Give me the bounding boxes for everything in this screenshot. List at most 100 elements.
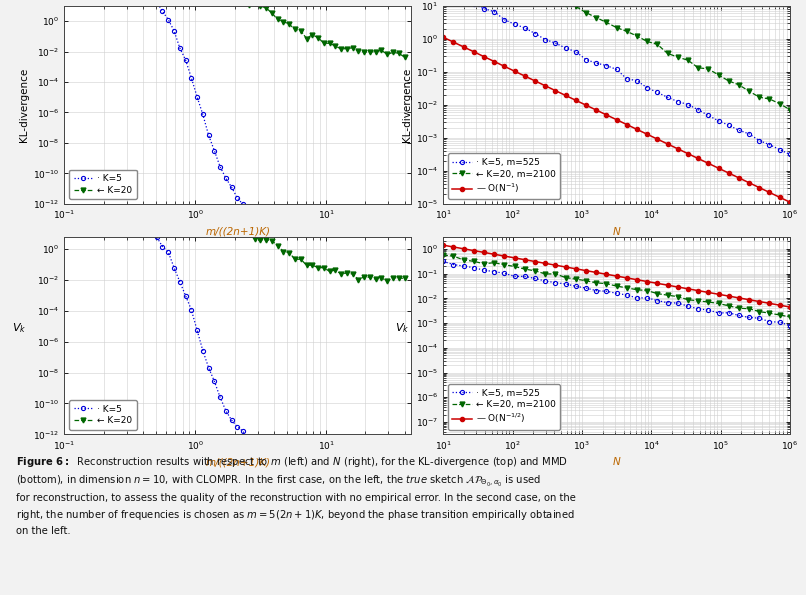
← K=20, m=2100 (510, 263, 520, 270)
· K=5, m=525 (520, 24, 530, 32)
· K=5, m=525 (642, 84, 652, 91)
← K=20 (181, 213, 190, 220)
← K=20 (400, 275, 409, 282)
— O(N$^{-1}$) (601, 111, 611, 118)
· K=5, m=525 (653, 89, 663, 96)
← K=20, m=2100 (724, 302, 733, 309)
— O(N$^{-1/2}$) (520, 256, 530, 263)
· K=5, m=525 (438, 258, 448, 265)
← K=20, m=2100 (520, 265, 530, 273)
· K=5, m=525 (540, 36, 550, 43)
— O(N$^{-1/2}$) (592, 269, 601, 276)
Line: · K=5: · K=5 (62, 203, 406, 464)
— O(N$^{-1/2}$) (612, 273, 621, 280)
— O(N$^{-1}$) (663, 140, 672, 148)
· K=5, m=525 (713, 309, 723, 317)
— O(N$^{-1}$) (765, 189, 775, 196)
· K=5, m=525 (744, 314, 754, 321)
← K=20, m=2100 (663, 50, 672, 57)
— O(N$^{-1}$) (612, 116, 621, 123)
← K=20, m=2100 (785, 314, 795, 321)
— O(N$^{-1/2}$) (713, 291, 723, 298)
← K=20 (279, 248, 289, 255)
← K=20, m=2100 (530, 267, 540, 274)
· K=5, m=525 (683, 303, 693, 310)
Y-axis label: KL-divergence: KL-divergence (402, 68, 412, 142)
X-axis label: N: N (613, 227, 621, 237)
· K=5, m=525 (500, 270, 509, 277)
· K=5, m=525 (469, 264, 479, 271)
← K=20, m=2100 (673, 54, 683, 61)
— O(N$^{-1/2}$) (480, 249, 489, 256)
← K=20, m=2100 (683, 296, 693, 303)
— O(N$^{-1/2}$) (540, 260, 550, 267)
← K=20, m=2100 (663, 292, 672, 299)
← K=20, m=2100 (540, 270, 550, 277)
· K=5, m=525 (520, 273, 530, 280)
· K=5, m=525 (489, 8, 499, 15)
· K=5, m=525 (500, 16, 509, 23)
← K=20, m=2100 (550, 270, 560, 277)
← K=20, m=2100 (734, 305, 744, 312)
· K=5, m=525 (785, 151, 795, 158)
Line: ← K=20, m=2100: ← K=20, m=2100 (441, 252, 792, 320)
← K=20 (118, 209, 127, 217)
· K=5, m=525 (612, 290, 621, 297)
← K=20, m=2100 (449, 253, 459, 260)
← K=20, m=2100 (653, 41, 663, 48)
← K=20, m=2100 (592, 14, 601, 21)
— O(N$^{-1}$) (561, 92, 571, 99)
— O(N$^{-1}$) (459, 43, 468, 51)
← K=20, m=2100 (704, 299, 713, 306)
— O(N$^{-1/2}$) (734, 295, 744, 302)
· K=5, m=525 (693, 305, 703, 312)
Text: $\mathbf{Figure\ 6:}$  Reconstruction results with respect to $m$ (left) and $N$: $\mathbf{Figure\ 6:}$ Reconstruction res… (16, 455, 576, 536)
· K=5 (146, 227, 156, 234)
X-axis label: N: N (613, 457, 621, 467)
— O(N$^{-1/2}$) (785, 303, 795, 311)
· K=5, m=525 (530, 30, 540, 37)
← K=20, m=2100 (642, 38, 652, 45)
— O(N$^{-1/2}$) (561, 264, 571, 271)
← K=20, m=2100 (612, 283, 621, 290)
— O(N$^{-1/2}$) (663, 281, 672, 289)
Y-axis label: $V_k$: $V_k$ (395, 322, 409, 336)
— O(N$^{-1/2}$) (673, 283, 683, 290)
← K=20, m=2100 (754, 308, 764, 315)
· K=5 (175, 278, 185, 285)
— O(N$^{-1}$) (713, 165, 723, 172)
— O(N$^{-1/2}$) (754, 298, 764, 305)
— O(N$^{-1}$) (480, 53, 489, 60)
· K=5, m=525 (612, 66, 621, 73)
· K=5, m=525 (449, 261, 459, 268)
· K=5 (273, 452, 283, 459)
· K=5, m=525 (785, 322, 795, 329)
← K=20, m=2100 (438, 252, 448, 259)
· K=5, m=525 (632, 77, 642, 84)
← K=20, m=2100 (480, 260, 489, 267)
← K=20, m=2100 (775, 100, 784, 107)
Line: · K=5: · K=5 (62, 0, 406, 231)
← K=20 (146, 211, 156, 218)
· K=5 (158, 243, 168, 250)
Line: — O(N$^{-1/2}$): — O(N$^{-1/2}$) (441, 243, 792, 309)
· K=5, m=525 (469, 1, 479, 8)
Line: ← K=20: ← K=20 (62, 0, 407, 60)
· K=5, m=525 (561, 280, 571, 287)
Line: ← K=20: ← K=20 (62, 210, 407, 284)
— O(N$^{-1/2}$) (632, 276, 642, 283)
Y-axis label: KL-divergence: KL-divergence (19, 68, 29, 142)
← K=20, m=2100 (642, 287, 652, 294)
— O(N$^{-1}$) (469, 48, 479, 55)
· K=5, m=525 (683, 101, 693, 108)
· K=5 (175, 44, 185, 51)
· K=5, m=525 (734, 127, 744, 134)
— O(N$^{-1/2}$) (704, 289, 713, 296)
— O(N$^{-1/2}$) (724, 293, 733, 300)
← K=20, m=2100 (693, 64, 703, 71)
Legend: · K=5, ← K=20: · K=5, ← K=20 (69, 170, 137, 199)
— O(N$^{-1/2}$) (469, 247, 479, 254)
· K=5, m=525 (622, 75, 632, 82)
· K=5, m=525 (592, 287, 601, 294)
— O(N$^{-1/2}$) (601, 271, 611, 278)
